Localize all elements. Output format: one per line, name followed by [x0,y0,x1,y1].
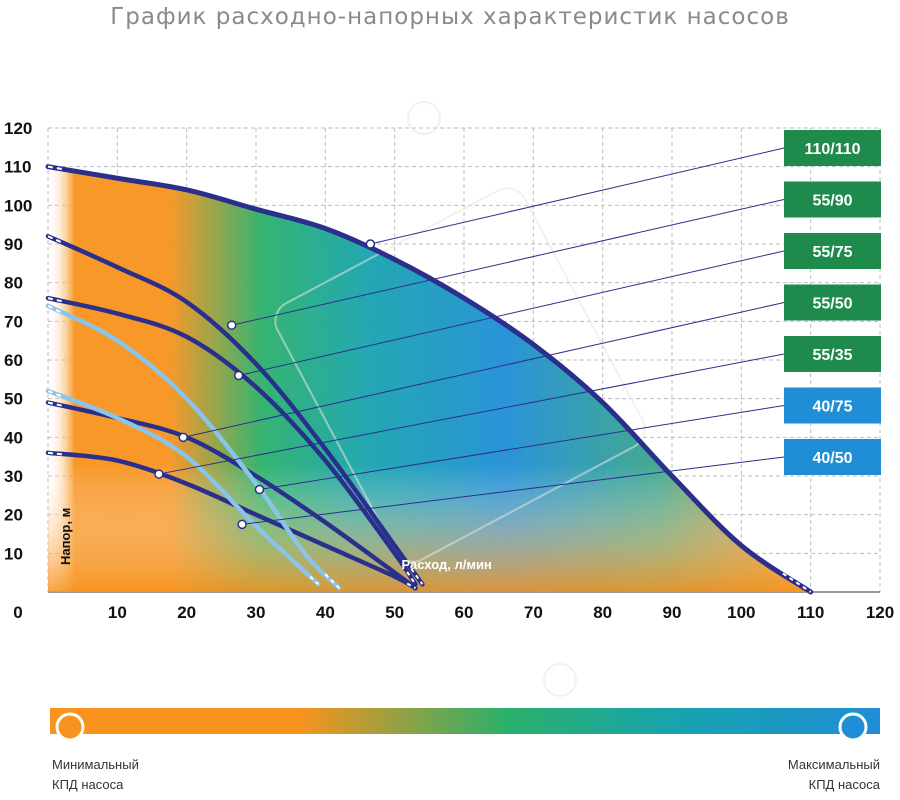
x-tick-label: 60 [455,603,474,622]
curve-55-35 [45,450,418,591]
watermark-circle-top [407,101,441,135]
max-efficiency-marker [838,712,868,742]
curve-dash-end [406,582,416,590]
efficiency-colorbar [50,708,880,734]
chart-title: График расходно-напорных характеристик н… [110,4,790,30]
x-tick-label: 30 [247,603,266,622]
x-tick-label: 0 [13,603,22,622]
label-box-110-110 [784,130,881,166]
label-text-40-75: 40/75 [812,399,852,416]
y-axis-label: Напор, м [58,508,73,565]
label-text-40-50: 40/50 [812,450,852,467]
leader-line-55-75 [238,250,785,376]
marker-40-50 [237,519,247,530]
x-tick-label: 20 [177,603,196,622]
marker-55-75 [233,370,244,381]
y-tick-label: 120 [4,119,32,138]
x-tick-label: 40 [316,603,335,622]
label-text-55-75: 55/75 [812,244,852,261]
label-box-55-75 [784,233,881,269]
curve-dash-end [782,572,812,593]
x-tick-label: 70 [524,603,543,622]
y-tick-label: 90 [4,235,23,254]
curve-dash-end [324,573,340,589]
x-tick-label: 80 [593,603,612,622]
label-text-55-90: 55/90 [812,193,852,210]
leader-line-110-110 [370,147,785,245]
curve-110-110 [45,164,814,595]
label-text-55-50: 55/50 [812,296,852,313]
curve-dash-end [410,568,424,585]
y-tick-label: 60 [4,351,23,370]
efficiency-area-bottom [48,166,811,592]
curve-dash-start [47,401,63,407]
leader-line-40-75 [259,405,785,491]
label-box-55-90 [784,181,881,218]
label-box-40-50 [784,439,881,475]
label-box-55-50 [784,284,881,321]
curve-dash-start [47,451,63,456]
label-text-55-35: 55/35 [812,347,852,364]
curve-40-75 [45,303,342,591]
curve-55-75 [45,295,418,587]
x-tick-label: 50 [385,603,404,622]
y-tick-label: 10 [4,544,23,563]
curve-dash-end [406,571,417,585]
min-efficiency-label: Минимальный КПД насоса [52,757,139,792]
leader-line-55-35 [158,353,785,475]
y-tick-label: 70 [4,312,23,331]
marker-55-50 [178,432,188,443]
curve-dash-start [47,235,63,244]
x-tick-label: 10 [108,603,127,622]
marker-55-35 [154,469,164,479]
label-box-55-35 [784,336,881,372]
y-tick-label: 40 [4,428,23,447]
y-tick-label: 100 [4,196,32,215]
marker-40-75 [254,484,265,495]
curve-dash-start [47,304,63,314]
leader-line-55-50 [183,302,785,438]
watermark-frame [274,187,646,563]
x-tick-label: 100 [727,603,755,622]
leader-line-55-90 [231,199,785,326]
y-tick-label: 80 [4,274,23,293]
x-tick-label: 90 [663,603,682,622]
curve-dash-start [47,297,63,303]
min-efficiency-marker [55,712,85,742]
max-efficiency-label: Максимальный КПД насоса [787,757,880,792]
marker-55-90 [226,320,237,330]
x-axis-label: Расход, л/мин [402,557,492,572]
curve-40-50 [45,388,321,587]
y-tick-label: 110 [4,158,31,177]
curve-55-90 [45,234,425,587]
curve-dash-end [309,575,320,585]
watermark-logo [274,101,646,697]
x-tick-label: 110 [797,603,824,622]
leader-line-40-50 [242,456,785,525]
y-tick-label: 20 [4,506,23,525]
curve-dash-start [47,390,63,398]
watermark-circle-bottom [543,663,577,697]
label-box-40-75 [784,387,881,424]
y-tick-label: 50 [4,390,23,409]
marker-110-110 [365,239,376,249]
y-tick-label: 30 [4,467,23,486]
x-tick-label: 120 [866,603,894,622]
curve-dash-start [47,165,63,170]
label-text-110-110: 110/110 [804,141,860,158]
